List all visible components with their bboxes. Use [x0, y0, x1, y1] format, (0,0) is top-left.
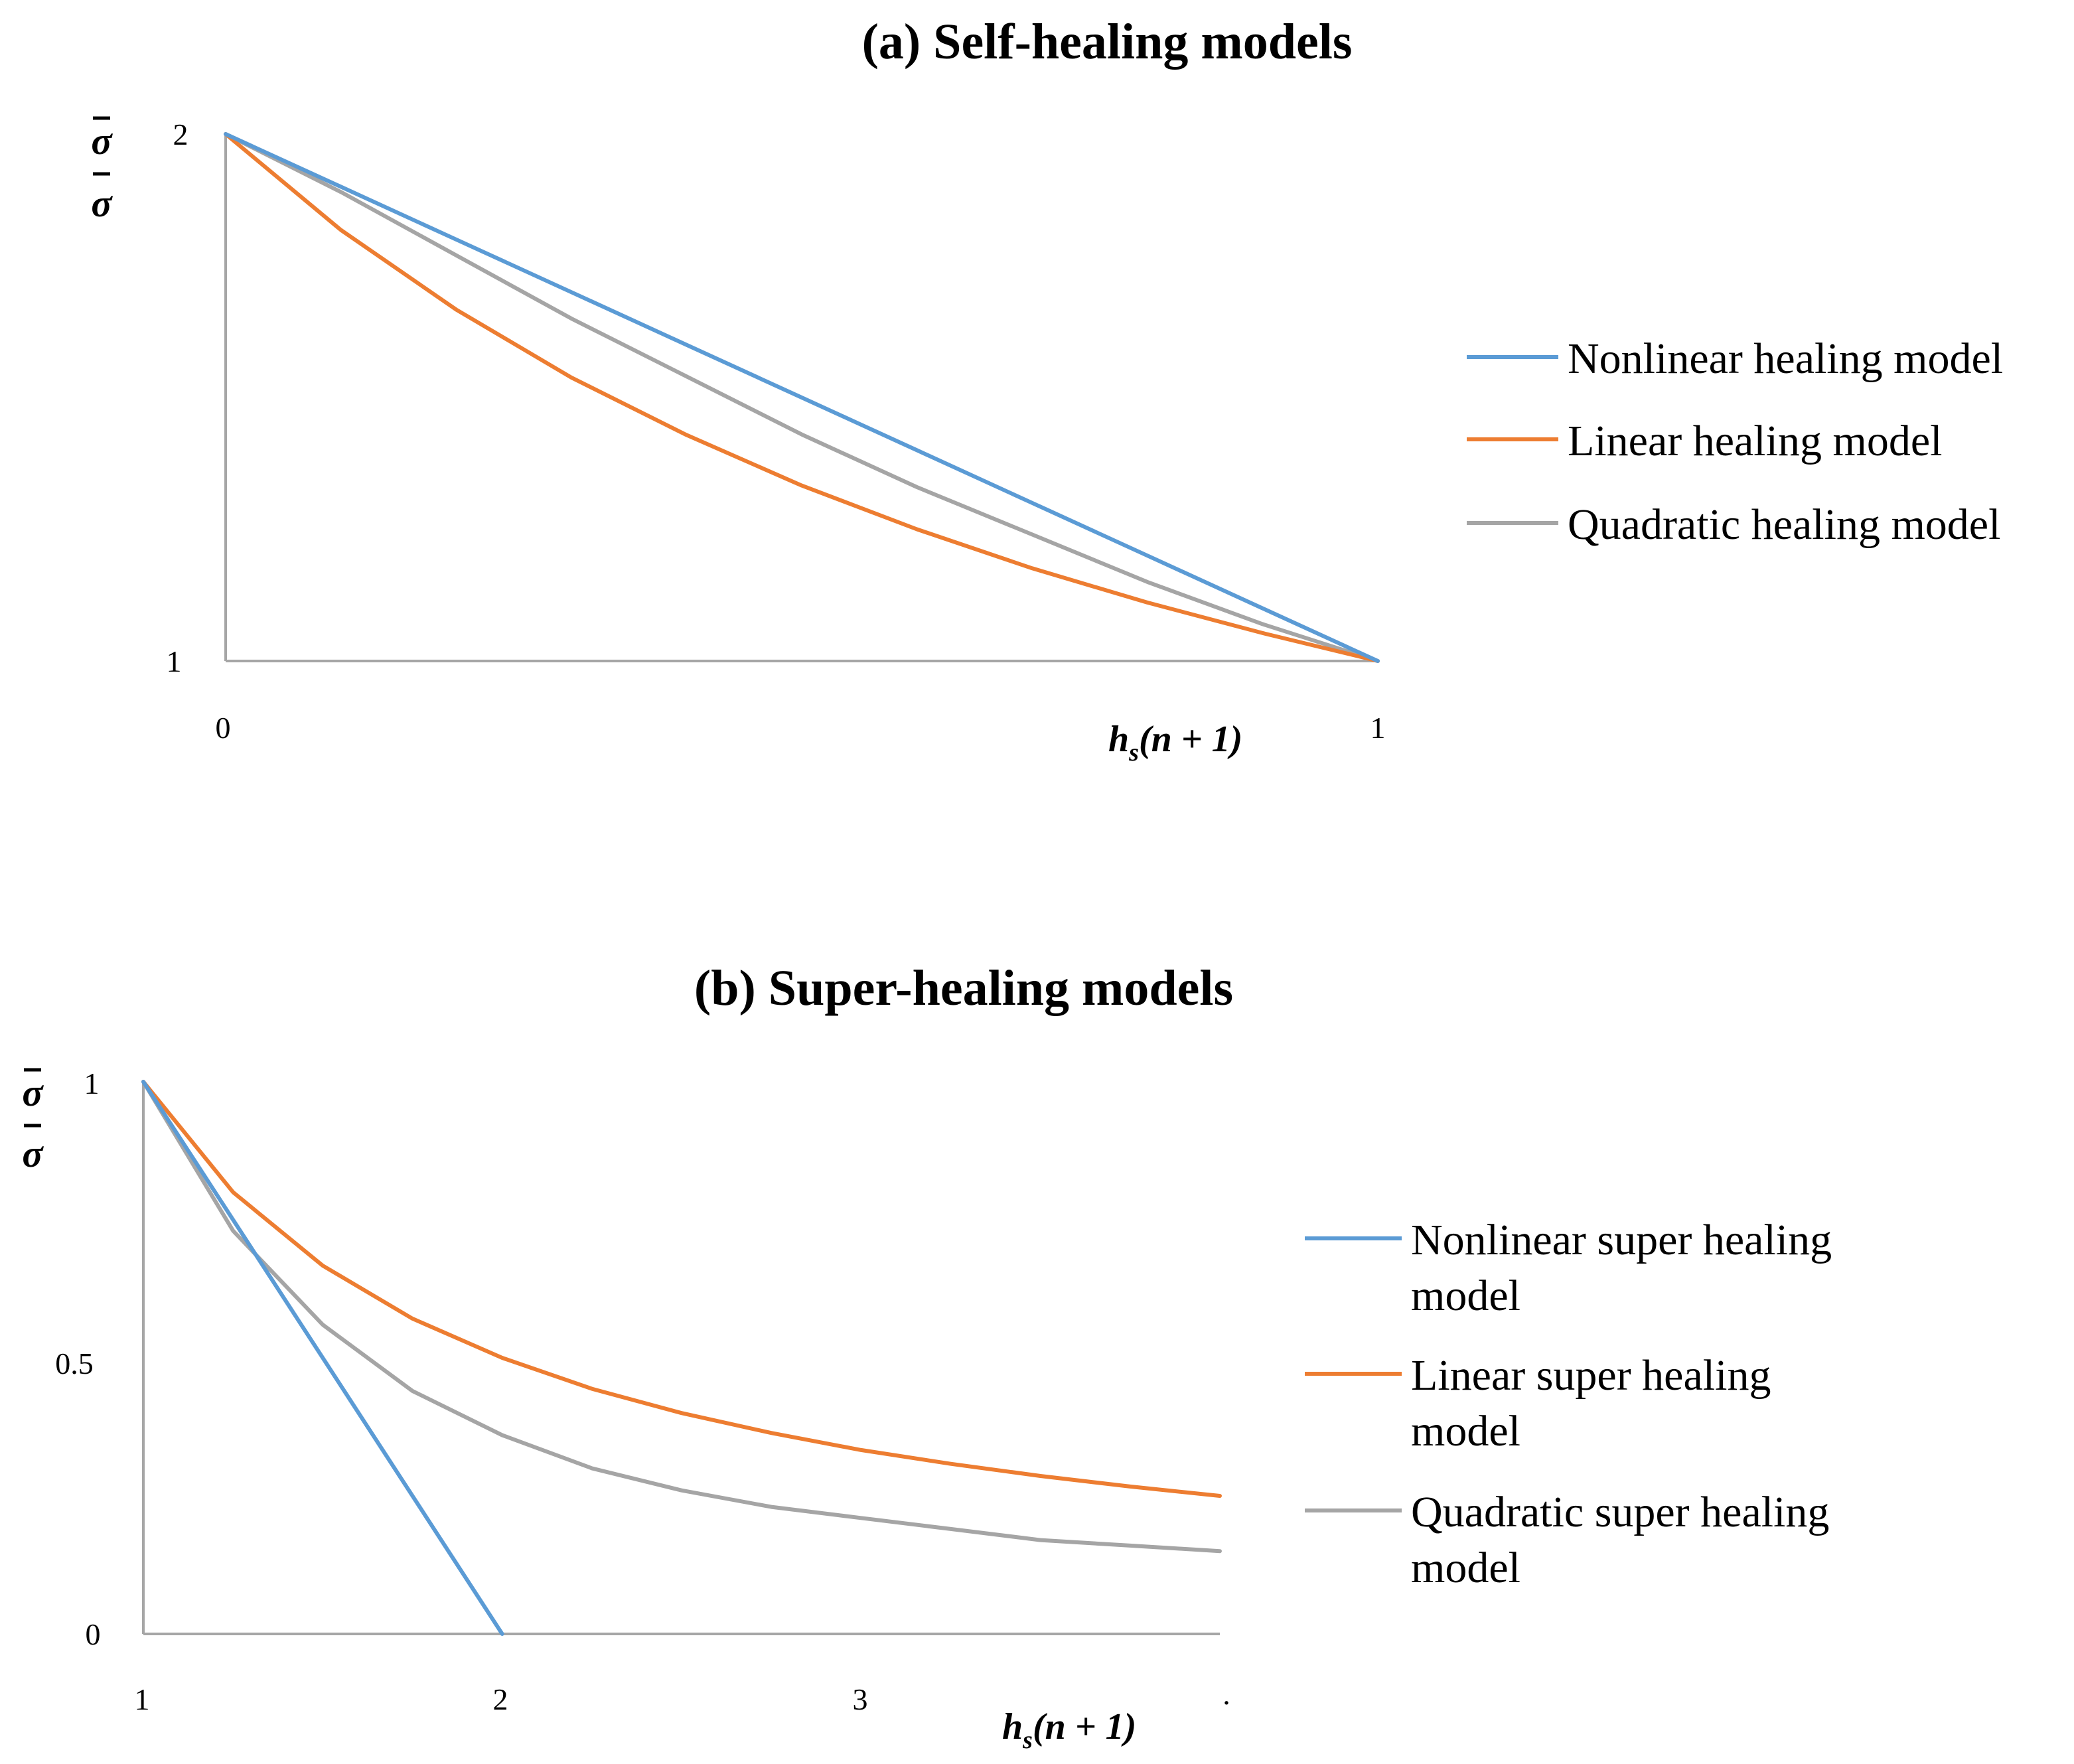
chart-title: (a) Self-healing models — [862, 14, 1353, 70]
y-tick-label: 2 — [173, 117, 188, 151]
x-tick-label: 0 — [216, 711, 231, 745]
x-tick-label: 1 — [1370, 711, 1386, 745]
y-tick-label: 1 — [84, 1066, 100, 1100]
series-line-quadratic — [224, 132, 1380, 663]
series-line-nonlinear — [141, 1080, 504, 1636]
svg-text:σ: σ — [22, 1071, 44, 1114]
legend-label: Quadratic healing model — [1568, 500, 2000, 549]
x-tick-label: 1 — [135, 1682, 150, 1716]
series-line-linear — [224, 132, 1380, 663]
y-axis-label: σ σ — [91, 116, 113, 225]
legend: Nonlinear super healing model Linear supe… — [1305, 1216, 1832, 1592]
y-tick-label: 0 — [86, 1617, 101, 1651]
x-tick-label: . — [1222, 1677, 1230, 1711]
svg-text:σ: σ — [91, 119, 113, 163]
series-line-nonlinear — [224, 132, 1380, 663]
legend: Nonlinear healing model Linear healing m… — [1467, 334, 2003, 549]
legend-label: Quadratic super healing model — [1411, 1488, 1829, 1592]
svg-text:σ: σ — [91, 182, 113, 225]
legend-label: Linear super healing model — [1411, 1351, 1771, 1455]
legend-label: Nonlinear healing model — [1568, 334, 2003, 383]
series-line-linear — [141, 1080, 1222, 1498]
x-tick-label: 2 — [493, 1682, 508, 1716]
svg-text:σ: σ — [22, 1132, 44, 1175]
y-tick-label: 1 — [167, 644, 182, 678]
series-line-quadratic — [141, 1080, 1222, 1554]
chart-self-healing: (a) Self-healing models σ σ 2 1 0 1 hs(n… — [91, 14, 2003, 767]
legend-label: Nonlinear super healing model — [1411, 1216, 1832, 1320]
series-lines — [224, 132, 1380, 663]
chart-title: (b) Super-healing models — [694, 960, 1233, 1016]
legend-label: Linear healing model — [1568, 417, 1942, 465]
x-tick-label: 3 — [853, 1682, 868, 1716]
x-axis-label: hs(n + 1) — [1002, 1706, 1136, 1754]
chart-super-healing: (b) Super-healing models σ σ 1 0.5 0 1 2… — [22, 960, 1832, 1754]
y-tick-label: 0.5 — [55, 1347, 94, 1380]
y-axis-label: σ σ — [22, 1068, 44, 1175]
x-axis-label: hs(n + 1) — [1108, 719, 1242, 767]
series-lines — [141, 1080, 1222, 1636]
